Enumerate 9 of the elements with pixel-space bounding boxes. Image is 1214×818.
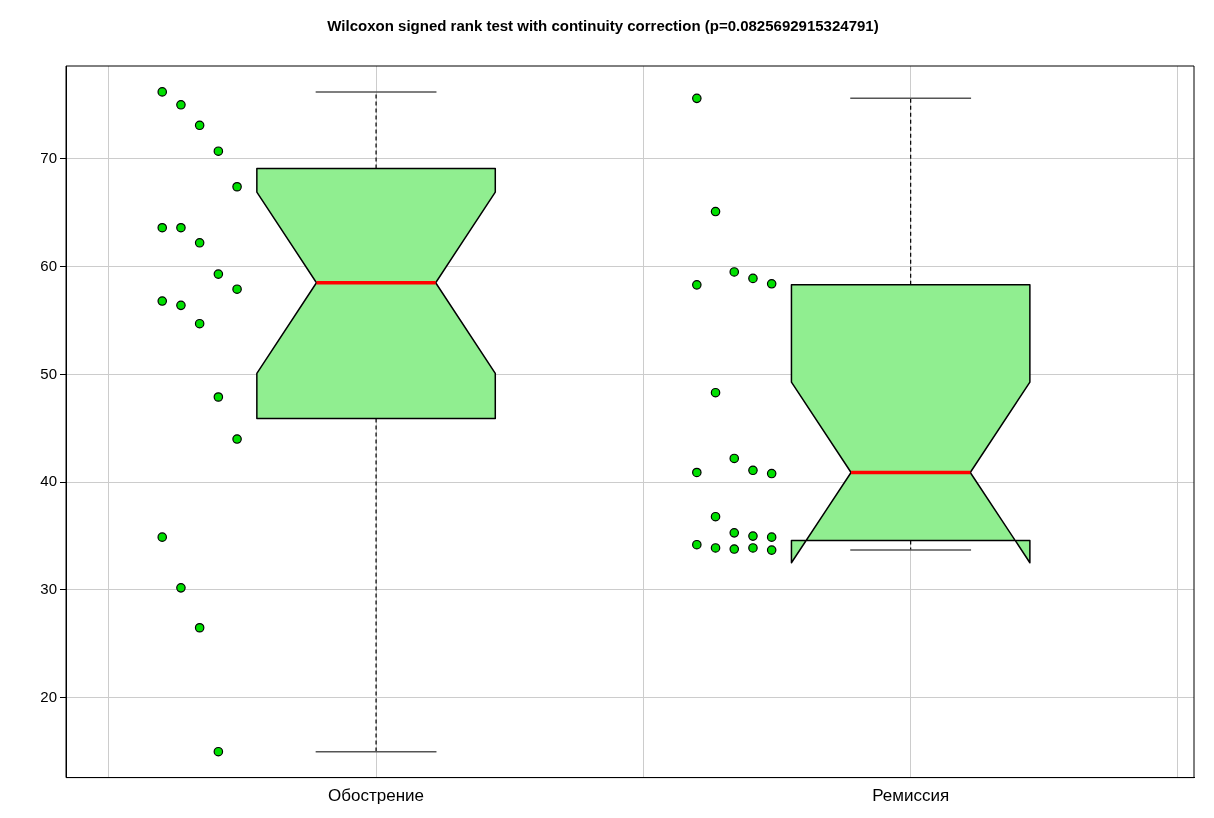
y-tick-label: 60 bbox=[40, 256, 57, 274]
chart-title: Wilcoxon signed rank test with continuity correction (p=0.0825692915324791) bbox=[327, 17, 879, 35]
y-tick-label: 40 bbox=[40, 472, 57, 490]
x-tick-label: Ремиссия bbox=[872, 786, 950, 806]
x-tick-label: Обострение bbox=[328, 786, 425, 806]
y-tick-label: 70 bbox=[40, 148, 57, 166]
y-tick-label: 20 bbox=[40, 687, 57, 705]
y-tick-label: 50 bbox=[40, 364, 57, 382]
y-tick-label: 30 bbox=[40, 580, 57, 598]
